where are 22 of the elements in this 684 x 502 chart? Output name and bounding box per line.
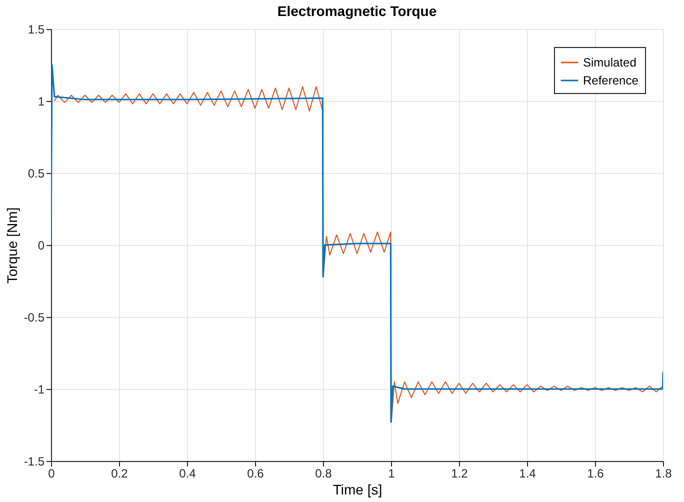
y-tick-label: -1.5	[24, 454, 45, 468]
x-tick-label: 0	[48, 466, 56, 480]
x-axis-title: Time [s]	[332, 482, 382, 498]
x-tick-label: 1	[388, 466, 396, 480]
chart-title: Electromagnetic Torque	[277, 3, 437, 19]
legend-label: Reference	[583, 74, 639, 88]
x-tick-label: 0.2	[111, 466, 128, 480]
y-tick-label: -1	[34, 382, 45, 396]
x-tick-label: 1.4	[519, 466, 536, 480]
y-tick-label: 1	[38, 94, 45, 108]
legend-label: Simulated	[583, 56, 636, 70]
x-tick-label: 0.8	[315, 466, 332, 480]
x-tick-label: 1.2	[451, 466, 468, 480]
x-tick-label: 1.6	[587, 466, 604, 480]
x-tick-label: 1.8	[655, 466, 672, 480]
y-tick-label: -0.5	[24, 310, 45, 324]
x-tick-label: 0.6	[247, 466, 264, 480]
y-axis-title: Torque [Nm]	[4, 207, 20, 284]
y-tick-label: 0.5	[28, 166, 45, 180]
x-tick-label: 0.4	[179, 466, 196, 480]
y-tick-label: 1.5	[28, 22, 45, 36]
y-tick-label: 0	[38, 238, 45, 252]
